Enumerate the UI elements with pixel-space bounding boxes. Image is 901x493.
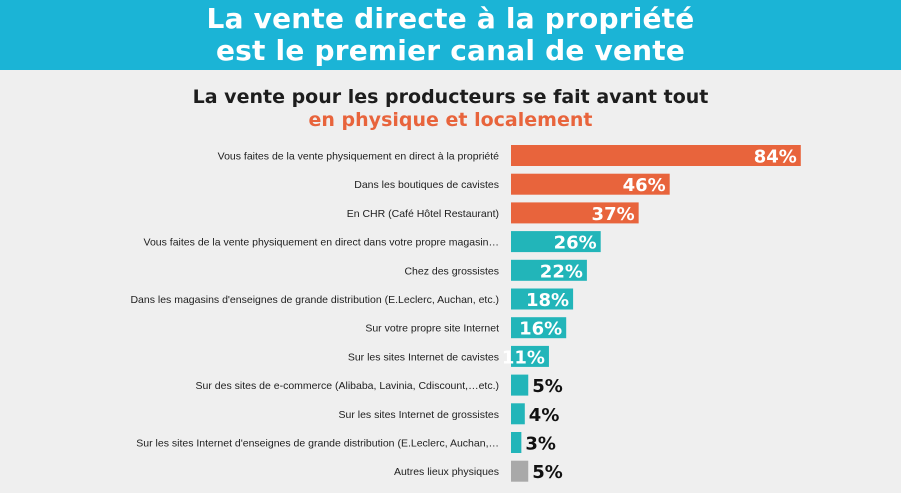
- value-label: 18%: [526, 290, 569, 311]
- value-label: 5%: [532, 376, 563, 397]
- value-label: 84%: [754, 147, 797, 168]
- category-label: Dans les boutiques de cavistes: [354, 179, 499, 191]
- chart-title: La vente pour les producteurs se fait av…: [192, 86, 709, 108]
- category-label: En CHR (Café Hôtel Restaurant): [347, 208, 499, 220]
- category-label: Dans les magasins d'enseignes de grande …: [130, 294, 499, 306]
- chart-heading: La vente pour les producteurs se fait av…: [0, 86, 901, 132]
- category-label: Sur les sites Internet d'enseignes de gr…: [136, 438, 499, 450]
- category-label: Vous faites de la vente physiquement en …: [218, 151, 500, 163]
- category-label: Sur les sites Internet de grossistes: [339, 409, 500, 421]
- category-label: Sur les sites Internet de cavistes: [348, 351, 499, 363]
- bar: [511, 231, 601, 253]
- bar: [511, 403, 525, 425]
- bar: [511, 460, 529, 482]
- bar: [511, 259, 587, 281]
- bar: [511, 432, 522, 453]
- value-label: 37%: [592, 204, 635, 225]
- value-label: 46%: [623, 175, 666, 196]
- chart-subtitle: en physique et localement: [308, 109, 593, 131]
- value-label: 4%: [529, 405, 560, 426]
- bar: [511, 145, 801, 166]
- title-banner: La vente directe à la propriété est le p…: [0, 0, 901, 70]
- category-label: Autres lieux physiques: [394, 466, 499, 478]
- banner-title-line-1: La vente directe à la propriété: [206, 2, 695, 35]
- bar: [511, 374, 529, 396]
- value-label: 22%: [540, 261, 583, 282]
- value-label: 5%: [532, 462, 563, 483]
- banner-title-line-2: est le premier canal de vente: [215, 34, 686, 67]
- bar: [511, 202, 639, 224]
- bar: [511, 173, 670, 195]
- value-label: 26%: [554, 233, 597, 254]
- value-label: 16%: [519, 319, 562, 340]
- bar: [511, 317, 567, 339]
- bar: [511, 288, 574, 310]
- value-label: 3%: [525, 434, 556, 455]
- category-label: Sur votre propre site Internet: [365, 323, 499, 335]
- category-label: Sur des sites de e-commerce (Alibaba, La…: [196, 380, 499, 392]
- category-label: Vous faites de la vente physiquement en …: [144, 237, 499, 249]
- value-label: 11%: [502, 347, 545, 368]
- category-label: Chez des grossistes: [404, 265, 499, 277]
- bar: [511, 345, 549, 367]
